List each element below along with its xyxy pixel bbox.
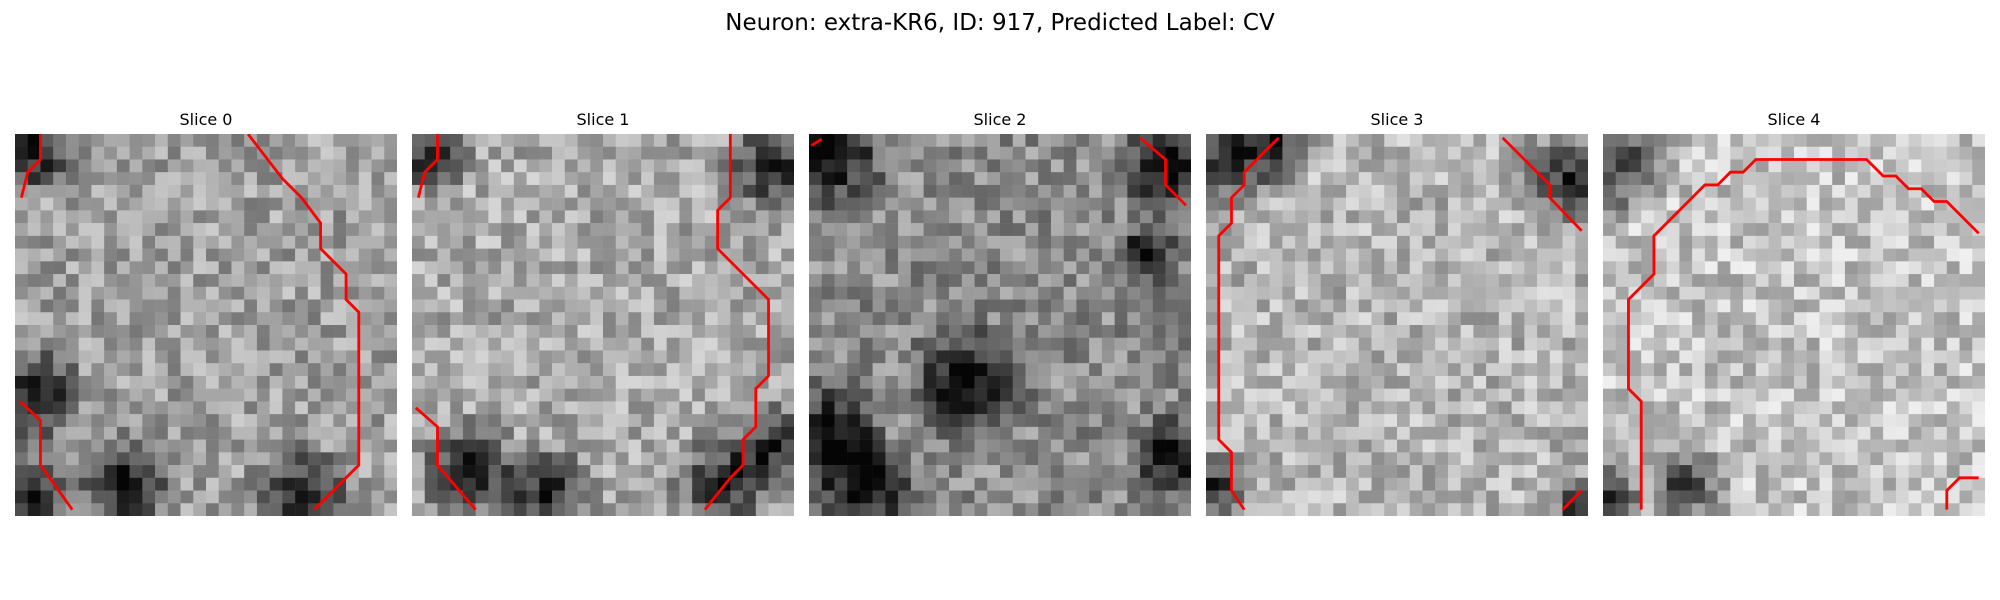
slice-title: Slice 0 [179,110,233,129]
slice-image [809,134,1191,516]
slice-image [15,134,397,516]
slice-image [412,134,794,516]
slice-panel-0: Slice 0 [15,108,397,516]
slice-image [1603,134,1985,516]
slice-title: Slice 2 [973,110,1027,129]
slice-panel-1: Slice 1 [412,108,794,516]
slice-title: Slice 3 [1370,110,1424,129]
slice-panel-4: Slice 4 [1603,108,1985,516]
slice-title: Slice 1 [576,110,630,129]
slice-panel-3: Slice 3 [1206,108,1588,516]
figure-title: Neuron: extra-KR6, ID: 917, Predicted La… [725,10,1275,36]
slice-image [1206,134,1588,516]
slice-panel-2: Slice 2 [809,108,1191,516]
slice-title: Slice 4 [1767,110,1821,129]
